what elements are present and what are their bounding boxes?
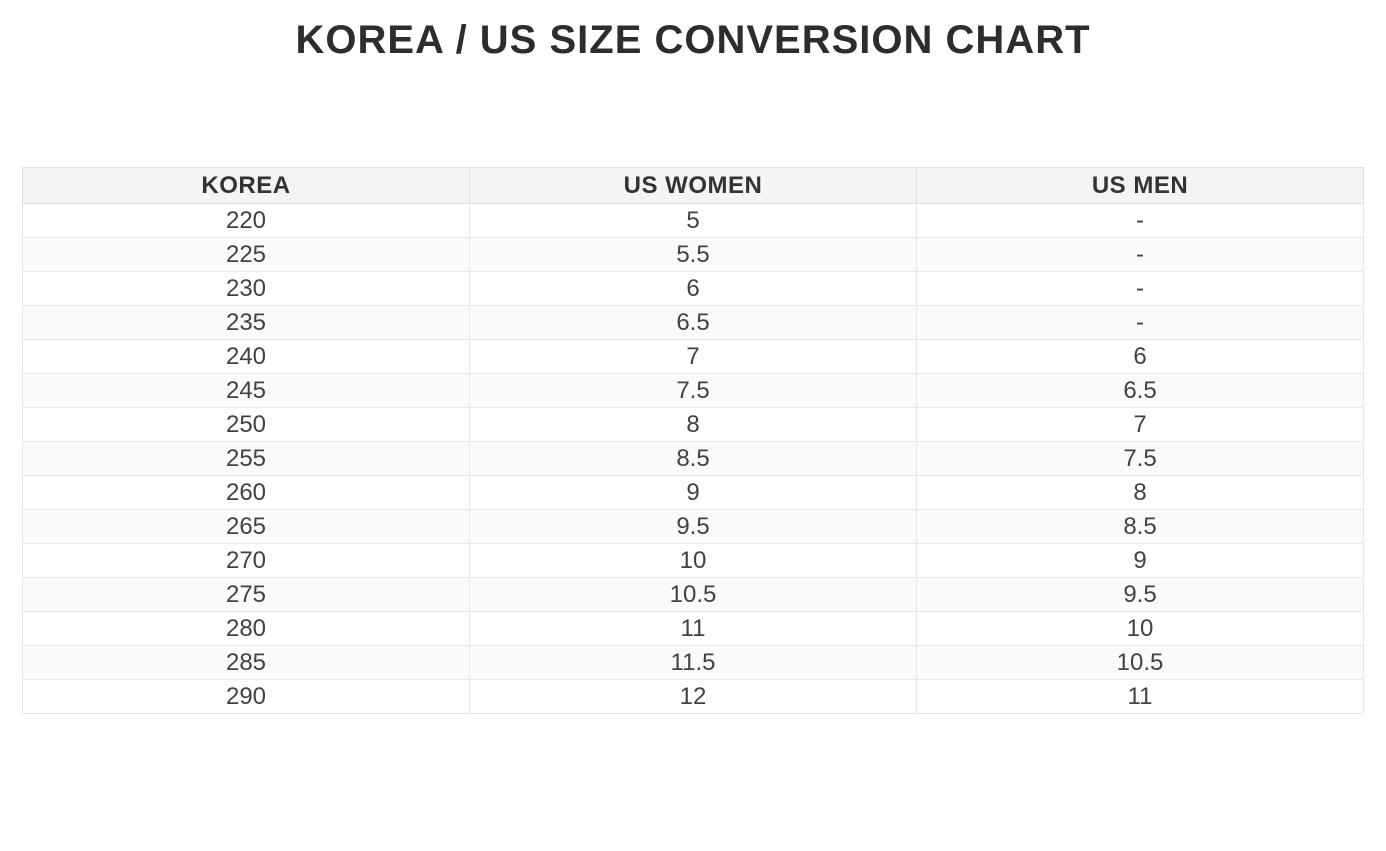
table-row: 260 9 8 bbox=[22, 475, 1364, 510]
table-cell: 10 bbox=[469, 543, 917, 578]
table-cell: 12 bbox=[469, 679, 917, 714]
table-cell: 8 bbox=[469, 407, 917, 442]
table-row: 225 5.5- bbox=[22, 237, 1364, 272]
table-cell: 5 bbox=[469, 203, 917, 238]
table-cell: - bbox=[916, 237, 1364, 272]
table-cell: 240 bbox=[22, 339, 470, 374]
table-cell: 5.5 bbox=[469, 237, 917, 272]
page-title: KOREA / US SIZE CONVERSION CHART bbox=[295, 18, 1091, 62]
table-cell: - bbox=[916, 305, 1364, 340]
table-cell: 9.5 bbox=[469, 509, 917, 544]
table-cell: 8.5 bbox=[469, 441, 917, 476]
table-cell: 250 bbox=[22, 407, 470, 442]
table-row: 270 10 9 bbox=[22, 543, 1364, 578]
table-row: 220 5- bbox=[22, 203, 1364, 238]
table-cell: 6.5 bbox=[916, 373, 1364, 408]
table-cell: 11.5 bbox=[469, 645, 917, 680]
table-cell: 275 bbox=[22, 577, 470, 612]
table-cell: 225 bbox=[22, 237, 470, 272]
size-conversion-table: KOREA US WOMEN US MEN 220 5-225 5.5-230 6-235… bbox=[22, 167, 1364, 714]
table-body: 220 5-225 5.5-230 6-235 6.5-240 7 6 245 7.5 6.5 25… bbox=[22, 203, 1364, 714]
table-row: 240 7 6 bbox=[22, 339, 1364, 374]
table-row: 280 11 10 bbox=[22, 611, 1364, 646]
table-cell: 290 bbox=[22, 679, 470, 714]
column-header-us-men: US MEN bbox=[916, 167, 1364, 204]
table-cell: 7 bbox=[916, 407, 1364, 442]
table-row: 285 11.5 10.5 bbox=[22, 645, 1364, 680]
table-cell: 7.5 bbox=[916, 441, 1364, 476]
table-cell: 6 bbox=[916, 339, 1364, 374]
table-cell: 9 bbox=[469, 475, 917, 510]
table-cell: 280 bbox=[22, 611, 470, 646]
table-cell: 10.5 bbox=[469, 577, 917, 612]
table-cell: 220 bbox=[22, 203, 470, 238]
table-row: 250 8 7 bbox=[22, 407, 1364, 442]
table-header-row: KOREA US WOMEN US MEN bbox=[22, 167, 1364, 204]
table-cell: 7 bbox=[469, 339, 917, 374]
table-cell: 245 bbox=[22, 373, 470, 408]
table-cell: 6 bbox=[469, 271, 917, 306]
table-cell: 7.5 bbox=[469, 373, 917, 408]
table-cell: 255 bbox=[22, 441, 470, 476]
table-cell: 11 bbox=[916, 679, 1364, 714]
table-cell: - bbox=[916, 203, 1364, 238]
table-head: KOREA US WOMEN US MEN bbox=[22, 167, 1364, 204]
table-row: 265 9.5 8.5 bbox=[22, 509, 1364, 544]
table-cell: 230 bbox=[22, 271, 470, 306]
table-cell: 285 bbox=[22, 645, 470, 680]
column-header-us-women: US WOMEN bbox=[469, 167, 917, 204]
table-cell: 10.5 bbox=[916, 645, 1364, 680]
table-cell: 270 bbox=[22, 543, 470, 578]
table-cell: 235 bbox=[22, 305, 470, 340]
table-cell: 8 bbox=[916, 475, 1364, 510]
table-cell: 265 bbox=[22, 509, 470, 544]
table-cell: - bbox=[916, 271, 1364, 306]
table-cell: 10 bbox=[916, 611, 1364, 646]
table-row: 235 6.5- bbox=[22, 305, 1364, 340]
table-row: 275 10.5 9.5 bbox=[22, 577, 1364, 612]
table-row: 230 6- bbox=[22, 271, 1364, 306]
table-row: 245 7.5 6.5 bbox=[22, 373, 1364, 408]
column-header-korea: KOREA bbox=[22, 167, 470, 204]
table-cell: 8.5 bbox=[916, 509, 1364, 544]
table-cell: 6.5 bbox=[469, 305, 917, 340]
table-cell: 11 bbox=[469, 611, 917, 646]
table-cell: 9 bbox=[916, 543, 1364, 578]
table-cell: 260 bbox=[22, 475, 470, 510]
table-row: 290 12 11 bbox=[22, 679, 1364, 714]
table-cell: 9.5 bbox=[916, 577, 1364, 612]
table-row: 255 8.5 7.5 bbox=[22, 441, 1364, 476]
